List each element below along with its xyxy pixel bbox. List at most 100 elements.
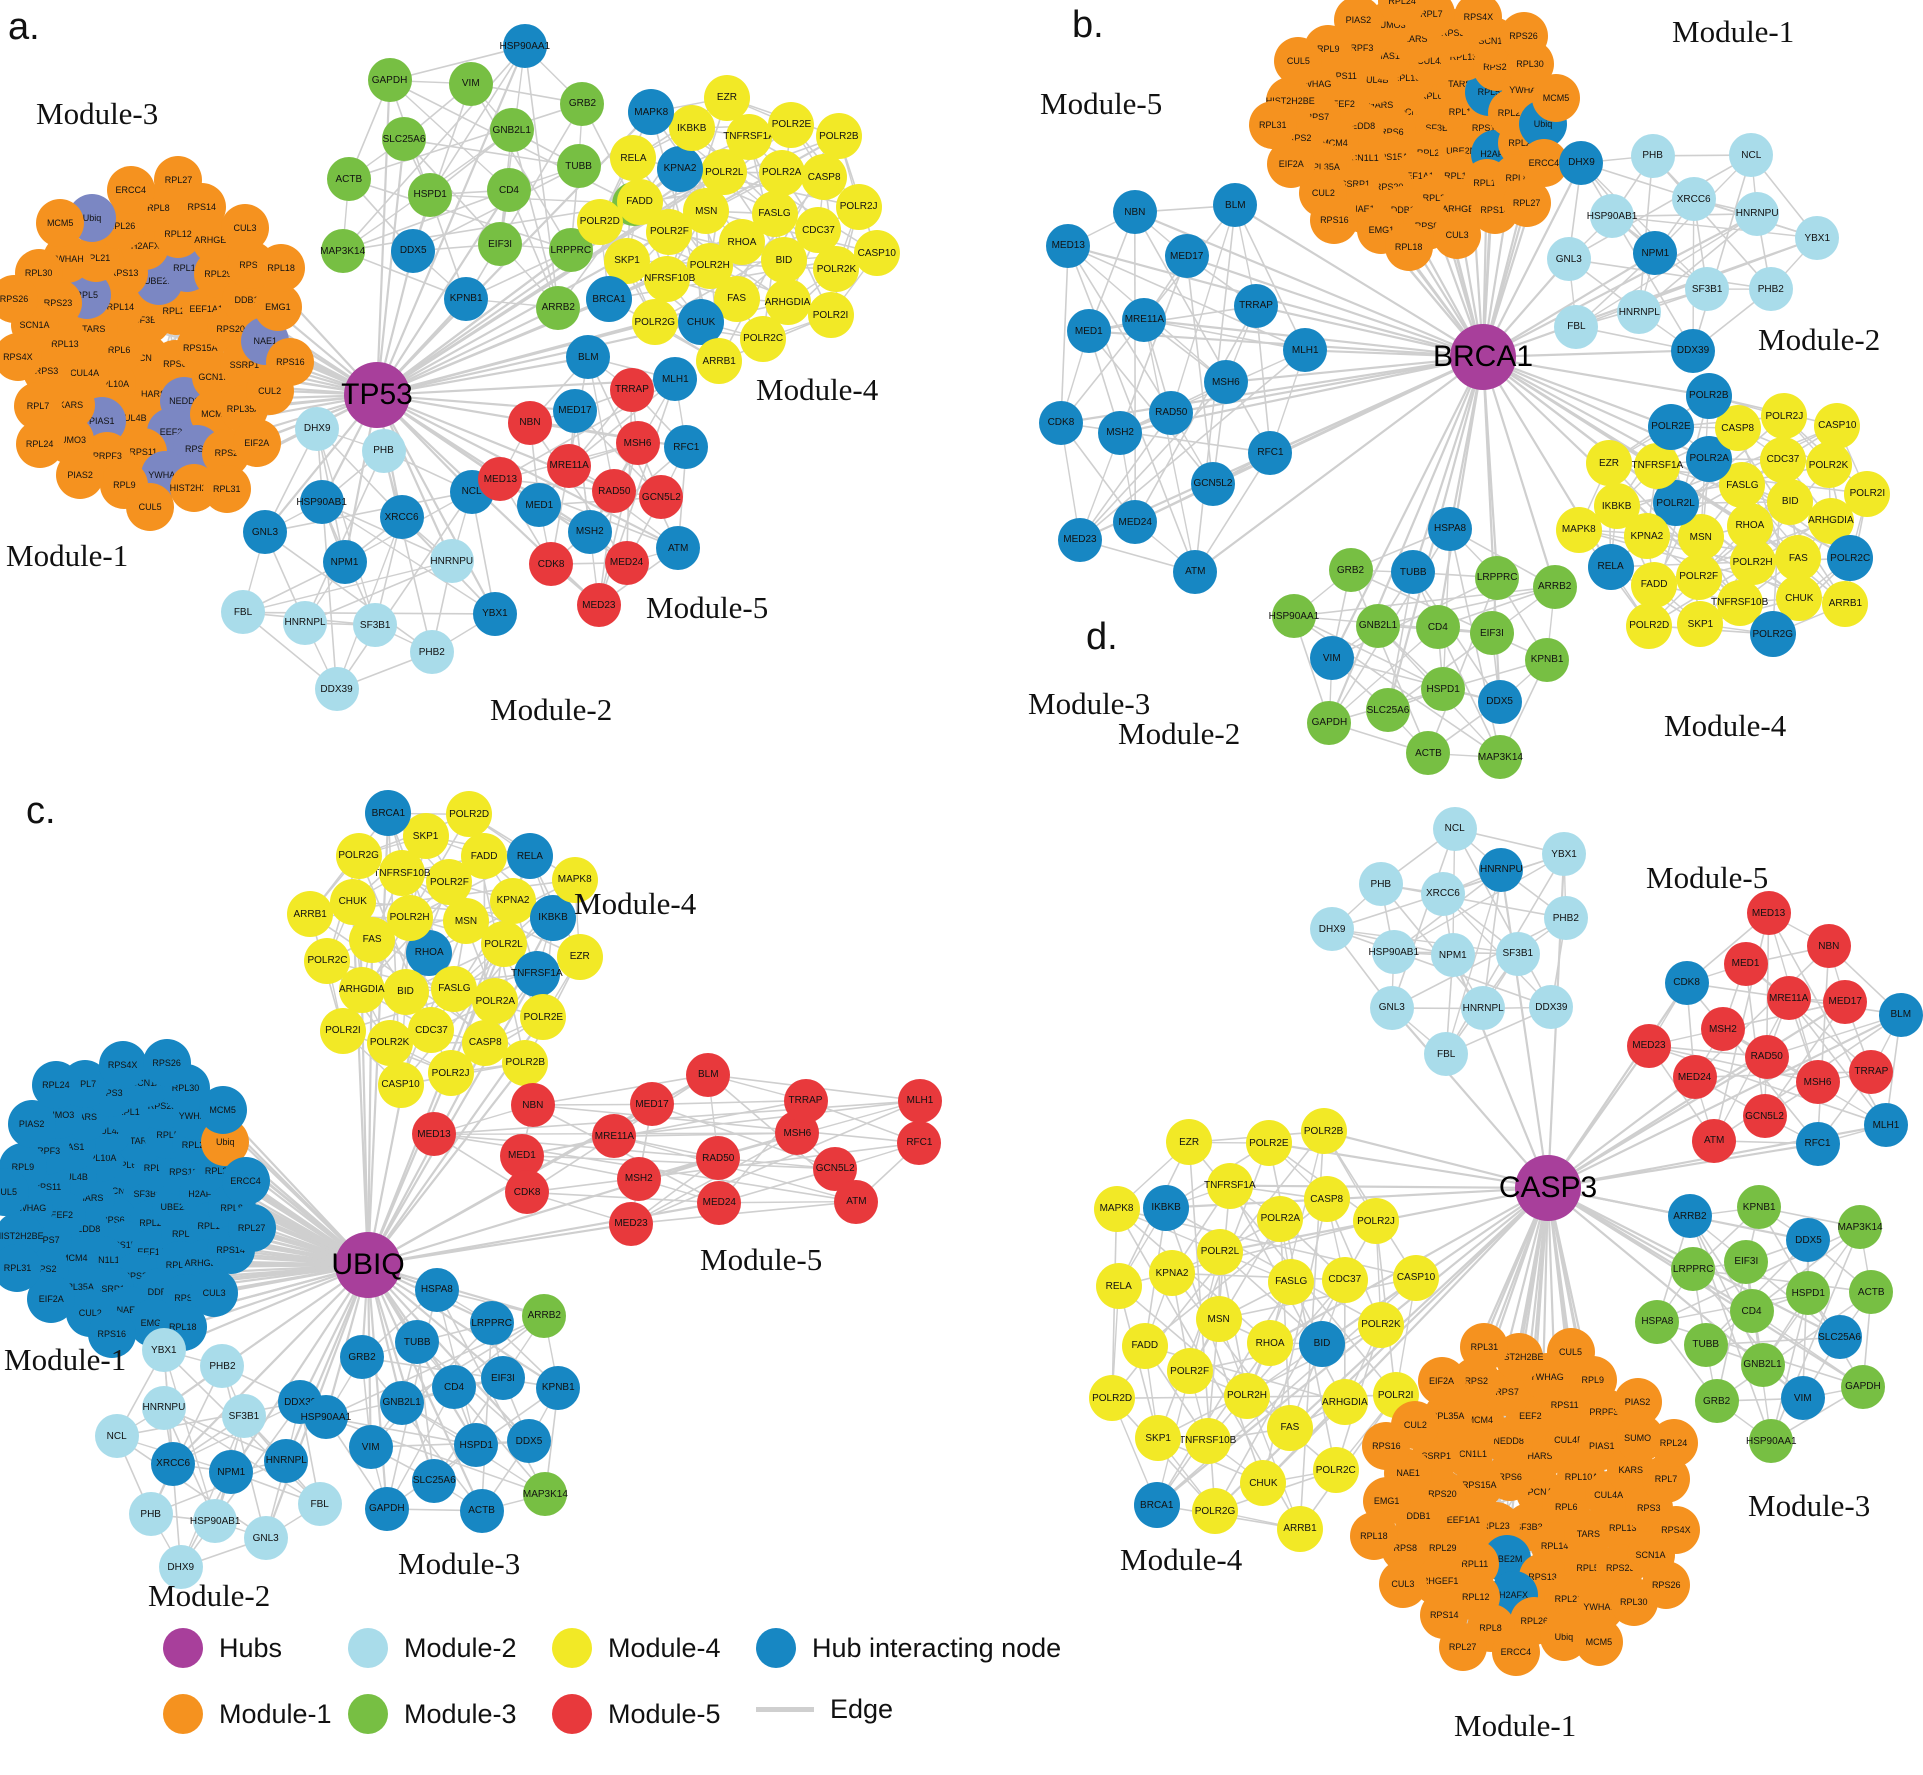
legend-item-module-5: Module-5 xyxy=(552,1694,721,1734)
edge xyxy=(1079,412,1172,541)
gene-node: RPS16 xyxy=(87,1309,136,1358)
gene-label: GNL3 xyxy=(252,1532,279,1544)
gene-label: EIF2A xyxy=(244,437,270,448)
gene-node: CDK8 xyxy=(1664,960,1709,1005)
gene-label: CASP10 xyxy=(1396,1272,1436,1284)
gene-label: FADD xyxy=(1640,579,1668,591)
gene-label: RHOA xyxy=(1735,520,1765,532)
edge xyxy=(1451,955,1550,1189)
edge xyxy=(351,901,370,1266)
gene-label: CASP10 xyxy=(381,1079,420,1091)
gene-label: TRRAP xyxy=(615,384,649,396)
gene-label: POLR2J xyxy=(431,1067,470,1079)
gene-node: POLR2K xyxy=(1357,1301,1404,1348)
edge xyxy=(1482,212,1758,358)
module-label: Module-1 xyxy=(6,538,129,573)
edge xyxy=(1255,304,1484,359)
gene-node: ATM xyxy=(1173,549,1218,594)
gene-node: EIF3I xyxy=(478,222,523,267)
gene-label: FADD xyxy=(1131,1340,1159,1352)
edge xyxy=(376,356,589,397)
gene-label: HNRNPU xyxy=(1479,864,1523,876)
gene-node: ERCC4 xyxy=(106,166,155,215)
legend-item-module-1: Module-1 xyxy=(163,1694,332,1734)
gene-node: RELA xyxy=(1095,1263,1142,1310)
panel-letter: d. xyxy=(1086,616,1118,658)
gene-label: DDX5 xyxy=(515,1435,543,1447)
gene-node: XRCC6 xyxy=(1420,871,1465,916)
gene-label: BID xyxy=(1781,496,1799,508)
edge xyxy=(1482,349,1694,359)
gene-label: MRE11A xyxy=(594,1130,635,1142)
gene-node: GNL3 xyxy=(1546,237,1591,282)
gene-label: BRCA1 xyxy=(1140,1499,1174,1511)
gene-label: POLR2K xyxy=(1361,1319,1401,1331)
gene-label: XRCC6 xyxy=(1676,193,1711,205)
gene-label: HSP90AA1 xyxy=(300,1411,352,1423)
gene-label: MED24 xyxy=(609,557,644,569)
gene-node: TRRAP xyxy=(1234,283,1279,328)
edge xyxy=(1330,356,1484,659)
gene-label: TRRAP xyxy=(1239,300,1273,312)
edge xyxy=(1143,319,1196,573)
gene-label: CUL5 xyxy=(1286,55,1310,66)
gene-label: RPS14 xyxy=(187,202,217,213)
gene-node: EIF3I xyxy=(1469,611,1514,656)
legend-swatch-edge xyxy=(756,1707,814,1712)
gene-label: DHX9 xyxy=(303,423,331,434)
gene-label: RPL31 xyxy=(213,483,241,494)
gene-node: DHX9 xyxy=(1310,907,1355,952)
gene-label: RPS4X xyxy=(1661,1525,1691,1536)
gene-label: RPL30 xyxy=(1620,1596,1648,1607)
gene-node: HSP90AA1 xyxy=(1269,594,1319,639)
gene-label: FBL xyxy=(233,606,253,618)
gene-label: RPL31 xyxy=(3,1263,32,1274)
gene-label: RPS4X xyxy=(1463,12,1494,22)
edge xyxy=(1218,1277,1417,1320)
module-label: Module-4 xyxy=(1120,1542,1243,1577)
gene-label: POLR2F xyxy=(429,876,469,888)
gene-label: MSH2 xyxy=(624,1173,653,1185)
gene-node: POLR2B xyxy=(815,113,862,160)
edge xyxy=(285,1264,370,1462)
gene-node: POLR2G xyxy=(1192,1488,1238,1535)
gene-label: POLR2I xyxy=(1377,1389,1414,1401)
edge xyxy=(335,491,473,690)
gene-label: CUL4A xyxy=(70,368,100,379)
gene-label: CUL3 xyxy=(202,1287,226,1298)
gene-node: POLR2I xyxy=(807,292,854,339)
edge xyxy=(163,1264,369,1409)
gene-node: VIM xyxy=(1309,636,1354,681)
gene-label: RPL27 xyxy=(237,1223,266,1234)
gene-label: Ubiq xyxy=(216,1136,235,1147)
gene-label: MED1 xyxy=(525,499,554,511)
gene-label: RPS26 xyxy=(1509,30,1538,41)
gene-label: ARRB2 xyxy=(527,1310,561,1322)
edge xyxy=(630,1200,857,1225)
gene-label: KPNA2 xyxy=(663,163,697,175)
gene-node: PHB2 xyxy=(409,630,454,675)
gene-node: CASP8 xyxy=(1303,1176,1350,1223)
gene-label: RAD50 xyxy=(1750,1051,1783,1063)
gene-label: RFC1 xyxy=(1804,1138,1831,1150)
gene-label: MED23 xyxy=(614,1218,648,1230)
edge xyxy=(1328,356,1485,723)
gene-label: ARRB2 xyxy=(1538,581,1572,593)
gene-node: TNFRSF1A xyxy=(1204,1162,1256,1209)
gene-label: ARHGDIA xyxy=(764,296,811,308)
gene-label: MCM5 xyxy=(46,217,74,228)
gene-label: CDK8 xyxy=(1673,977,1700,989)
gene-label: FASLG xyxy=(438,983,471,995)
gene-label: FASLG xyxy=(1726,479,1759,491)
module-label: Module-3 xyxy=(1028,686,1151,721)
gene-node: FADD xyxy=(1121,1322,1168,1369)
gene-label: POLR2A xyxy=(1689,453,1729,465)
edge xyxy=(367,1222,632,1267)
gene-label: PHB2 xyxy=(209,1360,236,1372)
edge xyxy=(1234,205,1306,351)
gene-label: NPM1 xyxy=(330,556,359,568)
gene-label: RPS26 xyxy=(152,1058,181,1069)
gene-label: RPS3 xyxy=(1636,1503,1661,1514)
gene-label: RPL6 xyxy=(1554,1502,1578,1513)
gene-label: GAPDH xyxy=(371,74,408,86)
